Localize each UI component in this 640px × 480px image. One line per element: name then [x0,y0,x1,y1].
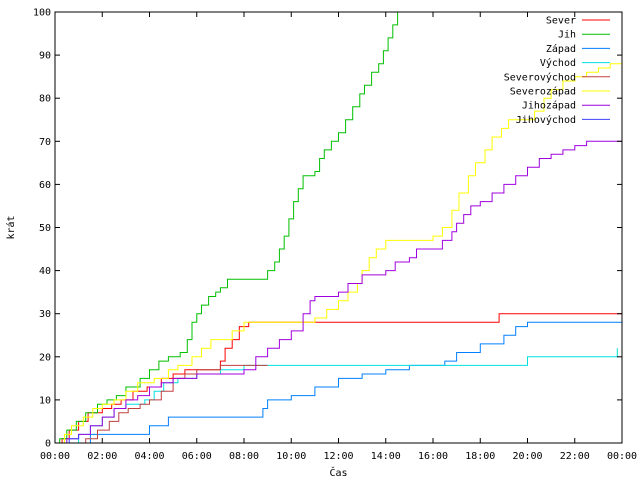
x-tick-label: 22:00 [560,451,590,462]
y-tick-label: 70 [39,137,51,148]
x-tick-label: 06:00 [182,451,212,462]
y-tick-label: 0 [45,439,51,450]
y-axis-label: krát [5,215,17,239]
x-tick-label: 04:00 [134,451,164,462]
x-axis-label: Čas [329,466,347,479]
legend-label: Severovýchod [504,71,576,83]
legend-label: Jih [558,30,576,41]
legend-label: Západ [546,43,576,55]
y-tick-label: 80 [39,94,51,105]
legend-label: Jihovýchod [516,114,576,126]
x-tick-label: 16:00 [418,451,448,462]
series-layer [57,12,622,443]
y-tick-label: 30 [39,309,51,320]
series-line-7 [62,140,622,443]
y-tick-label: 100 [33,8,51,19]
x-tick-label: 02:00 [87,451,117,462]
x-tick-label: 20:00 [512,451,542,462]
series-line-3 [83,321,622,443]
legend-label: Severozápad [510,86,576,98]
x-tick-label: 12:00 [323,451,353,462]
x-tick-label: 00:00 [607,451,637,462]
series-line-5 [78,364,268,443]
y-tick-label: 10 [39,395,51,406]
x-tick-label: 00:00 [40,451,70,462]
x-tick-label: 08:00 [229,451,259,462]
legend-label: Východ [540,57,576,69]
y-tick-label: 90 [39,51,51,62]
y-tick-label: 20 [39,352,51,363]
y-tick-label: 50 [39,223,51,234]
y-tick-label: 40 [39,266,51,277]
tick-layer: 0 10 20 30 40 50 60 70 80 90 100 00:00 02:00 04:00 06:… [33,8,637,463]
y-tick-label: 60 [39,180,51,191]
x-tick-label: 10:00 [276,451,306,462]
x-tick-label: 18:00 [465,451,495,462]
series-line-8 [66,434,80,443]
legend-label: Jihozápad [522,100,576,112]
legend: Sever Jih Západ Východ Severovýchod Severozáp… [504,16,610,126]
legend-label: Sever [546,16,576,27]
x-tick-label: 14:00 [371,451,401,462]
